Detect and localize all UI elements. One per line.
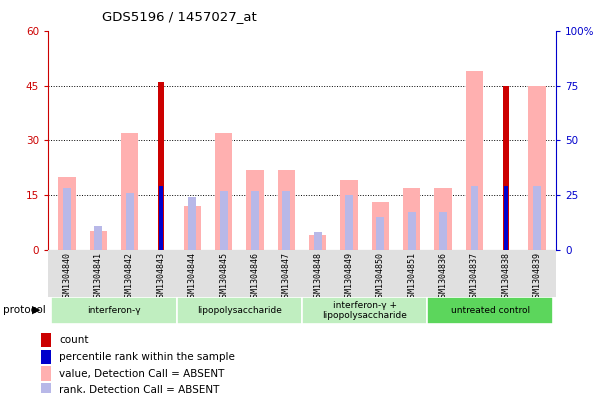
- Bar: [372, 202, 389, 250]
- Bar: [41, 349, 51, 364]
- Text: GDS5196 / 1457027_at: GDS5196 / 1457027_at: [102, 10, 257, 23]
- Text: GSM1304838: GSM1304838: [501, 252, 510, 302]
- Text: GSM1304843: GSM1304843: [156, 252, 165, 302]
- Bar: [376, 217, 384, 250]
- Bar: [159, 186, 163, 250]
- Text: value, Detection Call = ABSENT: value, Detection Call = ABSENT: [59, 369, 225, 378]
- Bar: [439, 213, 447, 250]
- Bar: [314, 232, 322, 250]
- Text: rank, Detection Call = ABSENT: rank, Detection Call = ABSENT: [59, 386, 220, 393]
- Text: GSM1304836: GSM1304836: [439, 252, 448, 302]
- Bar: [51, 297, 177, 324]
- Bar: [278, 170, 295, 250]
- Text: GSM1304845: GSM1304845: [219, 252, 228, 302]
- Text: GSM1304842: GSM1304842: [125, 252, 134, 302]
- Bar: [466, 72, 483, 250]
- Bar: [403, 188, 420, 250]
- Bar: [184, 206, 201, 250]
- Bar: [41, 383, 51, 393]
- Bar: [246, 170, 264, 250]
- Text: GSM1304847: GSM1304847: [282, 252, 291, 302]
- Text: ▶: ▶: [32, 305, 41, 315]
- Text: GSM1304846: GSM1304846: [251, 252, 260, 302]
- Text: GSM1304839: GSM1304839: [532, 252, 542, 302]
- Bar: [121, 133, 138, 250]
- Bar: [220, 191, 228, 250]
- Bar: [94, 226, 102, 250]
- Text: GSM1304844: GSM1304844: [188, 252, 197, 302]
- Bar: [41, 366, 51, 381]
- Text: GSM1304840: GSM1304840: [63, 252, 72, 302]
- Bar: [528, 86, 546, 250]
- Bar: [41, 333, 51, 347]
- Bar: [340, 180, 358, 250]
- Bar: [58, 177, 76, 250]
- Bar: [435, 188, 452, 250]
- Bar: [158, 83, 163, 250]
- Bar: [427, 297, 553, 324]
- Bar: [345, 195, 353, 250]
- Bar: [177, 297, 302, 324]
- Bar: [504, 186, 508, 250]
- Text: GSM1304849: GSM1304849: [344, 252, 353, 302]
- Text: GSM1304850: GSM1304850: [376, 252, 385, 302]
- Bar: [533, 186, 541, 250]
- Text: GSM1304848: GSM1304848: [313, 252, 322, 302]
- Bar: [282, 191, 290, 250]
- Bar: [63, 189, 71, 250]
- Bar: [215, 133, 232, 250]
- Bar: [126, 193, 133, 250]
- Text: lipopolysaccharide: lipopolysaccharide: [197, 306, 282, 315]
- Bar: [408, 213, 416, 250]
- Bar: [90, 231, 107, 250]
- Bar: [309, 235, 326, 250]
- Text: GSM1304837: GSM1304837: [470, 252, 479, 302]
- Text: GSM1304851: GSM1304851: [407, 252, 416, 302]
- Bar: [503, 86, 508, 250]
- Text: GSM1304841: GSM1304841: [94, 252, 103, 302]
- Text: percentile rank within the sample: percentile rank within the sample: [59, 352, 235, 362]
- Bar: [188, 197, 196, 250]
- Text: interferon-γ: interferon-γ: [87, 306, 141, 315]
- Text: protocol: protocol: [3, 305, 46, 315]
- Bar: [471, 186, 478, 250]
- Bar: [302, 297, 427, 324]
- Bar: [251, 191, 259, 250]
- Text: interferon-γ +
lipopolysaccharide: interferon-γ + lipopolysaccharide: [322, 301, 407, 320]
- Text: count: count: [59, 335, 89, 345]
- Text: untreated control: untreated control: [451, 306, 529, 315]
